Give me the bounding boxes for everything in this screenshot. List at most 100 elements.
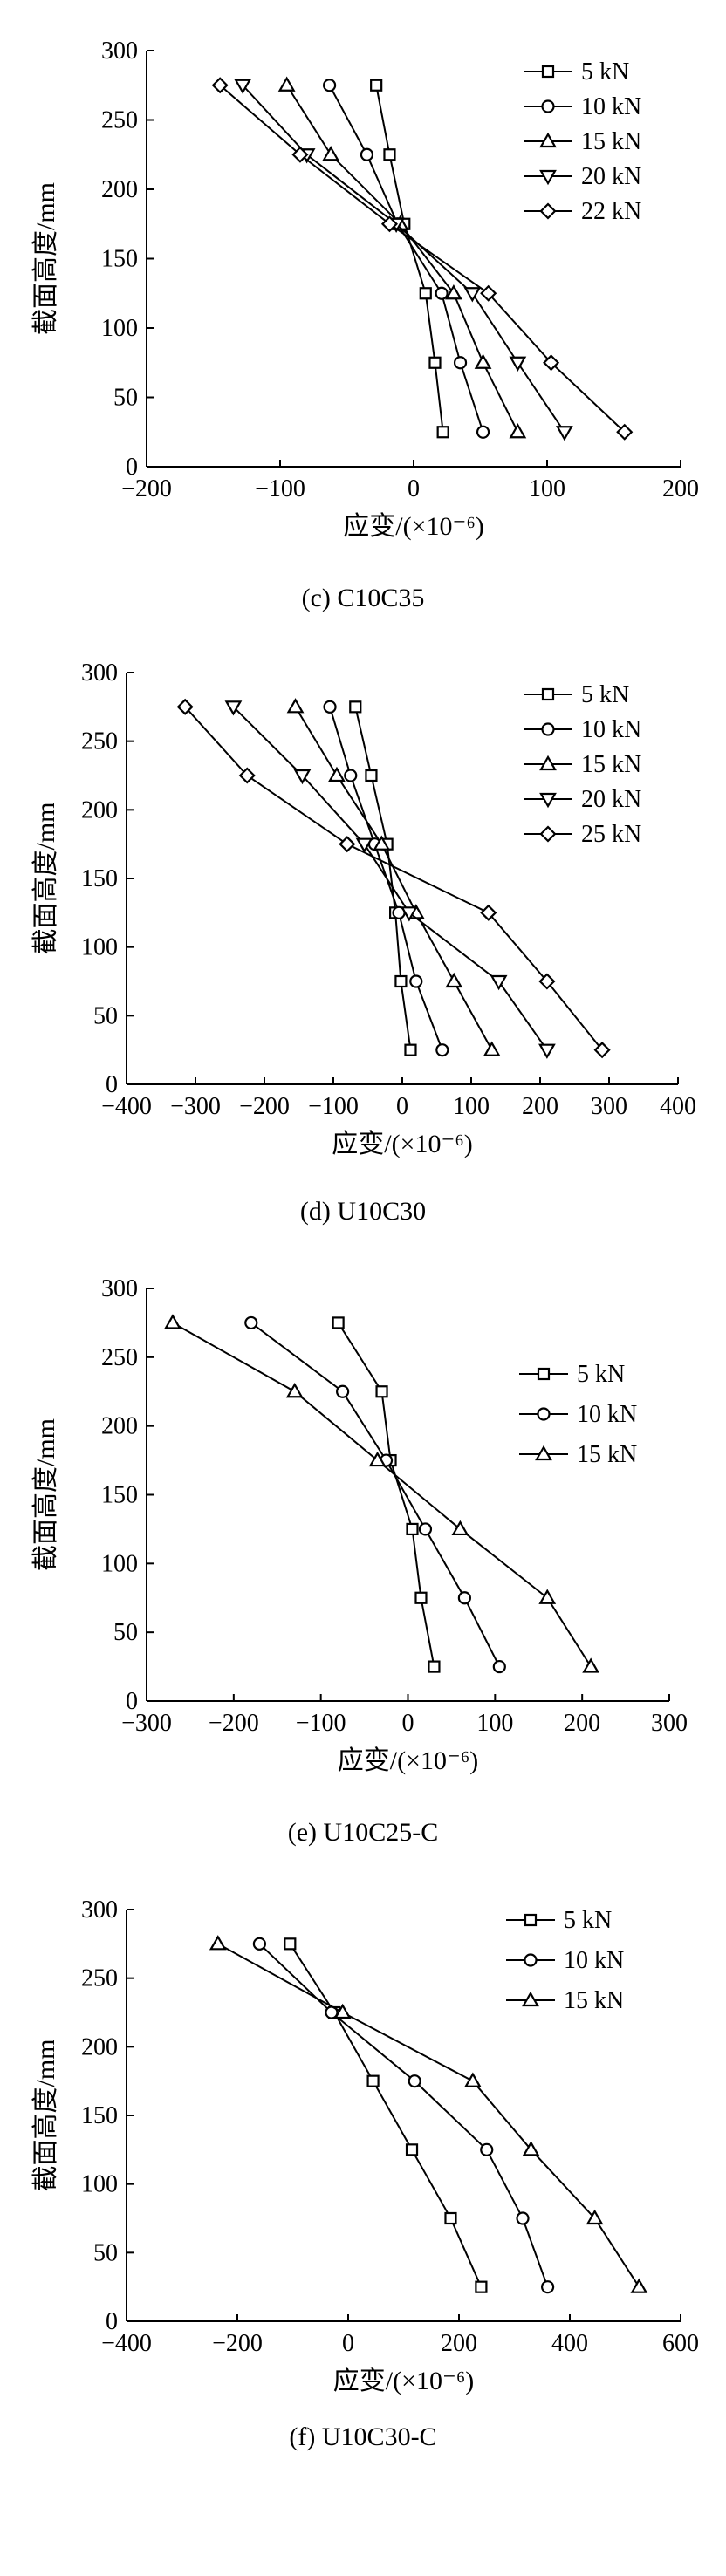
series-1 [370,79,449,439]
y-tick-label: 250 [81,1965,118,1992]
series-4 [234,79,573,441]
data-point [401,906,418,922]
legend-marker [522,1991,539,2007]
data-point [380,215,399,233]
data-point [209,1935,227,1951]
data-point [445,972,463,988]
x-tick-label: 600 [662,2330,699,2357]
legend: 5 kN 10 kN 15 kN 20 kN 22 kN [524,58,641,225]
data-point [538,1043,556,1059]
data-point [409,974,423,988]
data-point [414,1591,428,1604]
data-point [370,79,383,92]
series-line [337,1322,435,1667]
y-tick-label: 200 [81,796,118,823]
data-point [444,2211,457,2225]
legend-marker [539,169,557,186]
x-axis-title: 应变/(×10⁻⁶) [332,1130,473,1158]
series-2 [323,79,490,439]
series-5 [176,698,611,1059]
x-tick-label: 200 [441,2330,477,2357]
data-point [404,1043,417,1056]
y-tick-label: 100 [81,934,118,961]
data-point [244,1315,258,1330]
legend-label: 15 kN [581,128,641,155]
x-tick-label: −200 [239,1093,290,1120]
legend-marker [537,1407,551,1421]
data-point [593,1042,611,1059]
data-point [333,2003,352,2019]
data-point [428,1660,441,1673]
y-tick-label: 200 [101,1413,138,1440]
data-point [616,423,634,441]
chart-panel-3: −300 −200 −100 0 100 200 300 0 50 100 150 200 250 300… [31,1275,688,1847]
legend-label: 10 kN [564,1947,624,1974]
legend-label: 5 kN [581,681,629,708]
data-point [451,1520,469,1536]
data-point [516,2211,530,2225]
series-line [294,706,493,1051]
legend-marker [539,202,557,220]
data-point [463,287,482,303]
data-point [355,837,373,853]
series-line [219,84,626,433]
data-point [365,769,378,782]
y-tick-label: 150 [81,2102,118,2129]
data-point [349,700,362,714]
series-2 [244,1315,506,1674]
legend-label: 10 kN [581,93,641,120]
legend-marker [539,755,557,771]
data-point [252,1937,266,1951]
x-tick-label: −400 [101,1093,152,1120]
data-point [224,700,243,716]
data-point [457,1591,471,1605]
data-point [445,284,462,300]
series-line [232,706,548,1051]
y-tick-label: 300 [101,1275,138,1302]
series-line [328,85,484,433]
legend-label: 15 kN [581,751,641,778]
data-point [480,904,497,921]
series-1 [349,700,417,1056]
data-point [336,1384,350,1398]
series-3 [277,76,527,439]
y-axis-title: 截面高度/mm [31,2039,60,2191]
data-point [286,698,305,714]
series-1 [284,1937,488,2293]
data-point [332,1316,345,1329]
data-point [582,1657,600,1673]
data-point [474,353,492,369]
legend-marker [541,687,555,701]
x-tick-label: −400 [101,2330,152,2357]
data-point [284,1937,297,1951]
x-tick-label: 200 [662,475,699,502]
panel-caption: (c) C10C35 [302,584,425,612]
legend-label: 10 kN [581,716,641,743]
data-point [538,973,556,990]
legend-marker [539,825,557,843]
legend-marker [541,65,555,79]
x-tick-label: −200 [212,2330,263,2357]
series-line [217,1943,640,2288]
data-point [277,76,296,92]
data-point [480,2142,494,2156]
series-line [258,1943,549,2288]
x-tick-label: −200 [121,475,172,502]
x-axis-title: 应变/(×10⁻⁶) [333,2367,475,2395]
y-tick-label: 0 [126,1688,138,1715]
series-line [354,707,412,1050]
data-point [555,426,573,441]
series-3 [164,1314,600,1673]
data-point [418,1522,433,1536]
x-tick-label: −300 [121,1710,172,1737]
x-tick-label: 100 [476,1710,513,1737]
legend-marker [524,1913,538,1927]
x-tick-label: 400 [551,2330,588,2357]
legend-label: 15 kN [564,1987,624,2014]
panel-caption: (d) U10C30 [300,1197,426,1226]
data-point [373,835,391,851]
y-tick-label: 250 [101,1344,138,1371]
x-tick-label: −300 [170,1093,221,1120]
y-tick-label: 0 [106,1071,118,1098]
